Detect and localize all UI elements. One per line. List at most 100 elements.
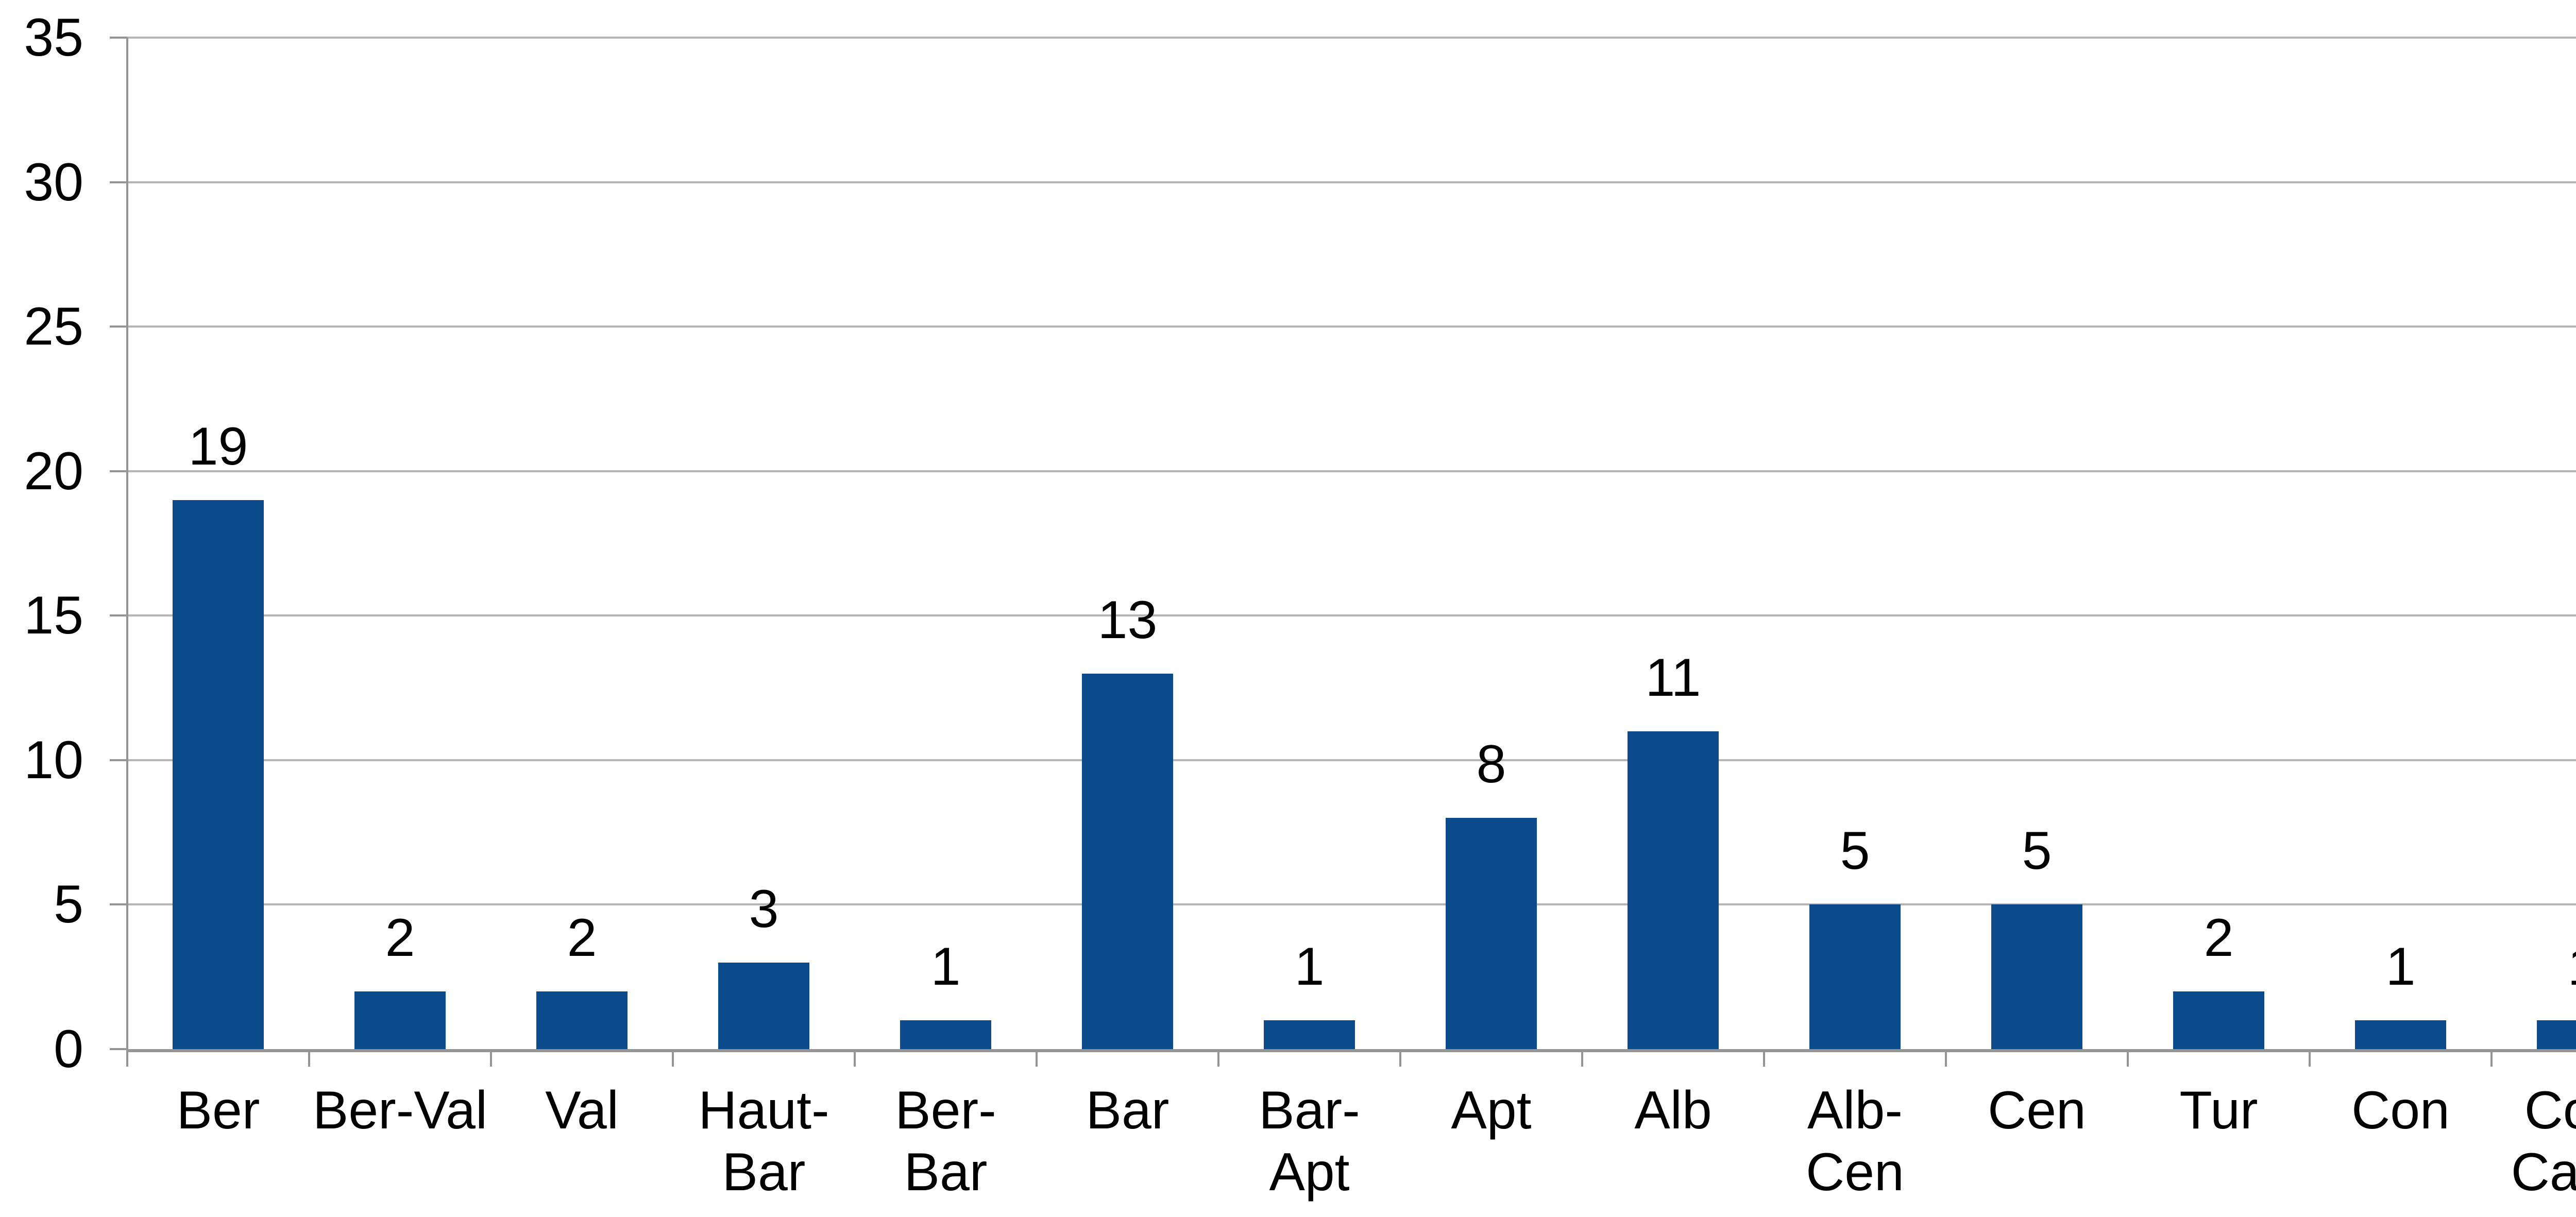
bar [718, 962, 809, 1049]
y-axis-tick [110, 1048, 127, 1050]
x-axis-tick [854, 1049, 856, 1067]
y-axis-tick-label: 15 [24, 586, 83, 646]
x-axis-category-label-line: Con [2351, 1081, 2450, 1140]
x-axis-category-label-line: Val [545, 1081, 619, 1140]
x-axis-tick [2309, 1049, 2311, 1067]
bar-value-label: 1 [2385, 936, 2416, 997]
gridline [127, 759, 2576, 761]
x-axis-category-label-line: Alb- [1807, 1081, 1903, 1140]
x-axis-category-label: Val [474, 1079, 690, 1141]
x-axis-tick [1217, 1049, 1219, 1067]
bar-value-label: 2 [2204, 907, 2234, 968]
x-axis-category-label-line: Apt [1269, 1142, 1350, 1202]
gridline [127, 37, 2576, 39]
bar-value-label: 1 [1294, 936, 1325, 997]
bar [1628, 731, 1719, 1049]
bar [900, 1020, 991, 1049]
bar [354, 991, 446, 1049]
x-axis-category-label: Haut- Bar [656, 1079, 872, 1203]
x-axis-category-label-line: Tur [2179, 1081, 2258, 1140]
bar-value-label: 1 [930, 936, 961, 997]
bar [536, 991, 628, 1049]
bar-value-label: 1 [2505, 936, 2576, 998]
y-axis-tick-label: 5 [54, 875, 83, 935]
x-axis-line [127, 1049, 2576, 1052]
x-axis-tick [1763, 1049, 1765, 1067]
y-axis-tick-label: 20 [24, 441, 83, 501]
x-axis-category-label: Cen [1929, 1079, 2145, 1141]
x-axis-category-label-line: Con- [2524, 1081, 2576, 1140]
bar-value-label: 19 [188, 416, 248, 476]
gridline [127, 903, 2576, 906]
x-axis-category-label-line: Haut- [698, 1081, 829, 1140]
bar-value-label: 13 [1097, 590, 1158, 650]
y-axis-tick [110, 614, 127, 617]
bar [173, 500, 264, 1049]
x-axis-tick [490, 1049, 492, 1067]
y-axis-tick [110, 325, 127, 328]
x-axis-category-label: Con-Camp [2475, 1079, 2576, 1203]
y-axis-tick [110, 37, 127, 39]
bar-value-label: 3 [749, 879, 779, 939]
x-axis-tick [1036, 1049, 1038, 1067]
bar-value-label: 5 [2022, 821, 2052, 881]
bar-value-label: 2 [385, 907, 415, 968]
bar [2355, 1020, 2446, 1049]
bar [1264, 1020, 1355, 1049]
x-axis-category-label: Ber- Bar [838, 1079, 1054, 1203]
bar-value-label: 2 [567, 907, 597, 968]
x-axis-tick [1581, 1049, 1583, 1067]
bar [1082, 673, 1173, 1049]
x-axis-tick [672, 1049, 674, 1067]
x-axis-tick [308, 1049, 310, 1067]
y-axis-tick [110, 470, 127, 472]
x-axis-category-label-line: Bar [1086, 1081, 1170, 1140]
gridline [127, 325, 2576, 328]
x-axis-category-label-line: Bar [904, 1142, 988, 1202]
x-axis-tick [1945, 1049, 1947, 1067]
x-axis-category-label: Alb- Cen [1747, 1079, 1963, 1203]
x-axis-category-label-line: Apt [1451, 1081, 1532, 1140]
y-axis-tick-label: 10 [24, 730, 83, 790]
y-axis-tick [110, 759, 127, 761]
x-axis-category-label: Alb [1565, 1079, 1782, 1141]
x-axis-category-label: Con [2293, 1079, 2509, 1141]
y-axis-tick-label: 30 [24, 152, 83, 212]
x-axis-category-label: Apt [1383, 1079, 1600, 1141]
x-axis-category-label-line: Cen [1988, 1081, 2086, 1140]
x-axis-category-label: Tur [2111, 1079, 2327, 1141]
x-axis-category-label-line: Alb [1634, 1081, 1712, 1140]
y-axis-tick [110, 181, 127, 183]
y-axis-tick-label: 35 [24, 8, 83, 67]
gridline [127, 470, 2576, 472]
bar [1809, 904, 1901, 1049]
bar [2537, 1020, 2576, 1049]
y-axis-tick [110, 903, 127, 906]
x-axis-category-label-line: Bar- [1259, 1081, 1360, 1140]
y-axis-tick-label: 0 [54, 1019, 83, 1079]
gridline [127, 181, 2576, 183]
x-axis-category-label-line: Ber-Val [312, 1081, 488, 1140]
x-axis-category-label: Bar [1020, 1079, 1236, 1141]
x-axis-category-label-line: Ber [176, 1081, 260, 1140]
gridline [127, 614, 2576, 617]
x-axis-category-label-line: Bar [722, 1142, 806, 1202]
x-axis-category-label: Ber [110, 1079, 327, 1141]
y-axis-tick-label: 25 [24, 297, 83, 357]
x-axis-category-label-line: Cen [1806, 1142, 1904, 1202]
x-axis-tick [2490, 1049, 2493, 1067]
bar [2173, 991, 2264, 1049]
x-axis-tick [1399, 1049, 1401, 1067]
x-axis-category-label: Ber-Val [292, 1079, 509, 1141]
x-axis-category-label: Bar- Apt [1201, 1079, 1418, 1203]
bar-value-label: 11 [1645, 647, 1701, 708]
bar [1446, 818, 1537, 1049]
bar-value-label: 5 [1840, 821, 1870, 881]
x-axis-tick [126, 1049, 128, 1067]
bar-value-label: 8 [1476, 734, 1506, 795]
y-axis-line [126, 38, 128, 1049]
x-axis-category-label-line: Camp [2511, 1142, 2576, 1202]
bar [1991, 904, 2082, 1049]
x-axis-category-label-line: Ber- [895, 1081, 996, 1140]
